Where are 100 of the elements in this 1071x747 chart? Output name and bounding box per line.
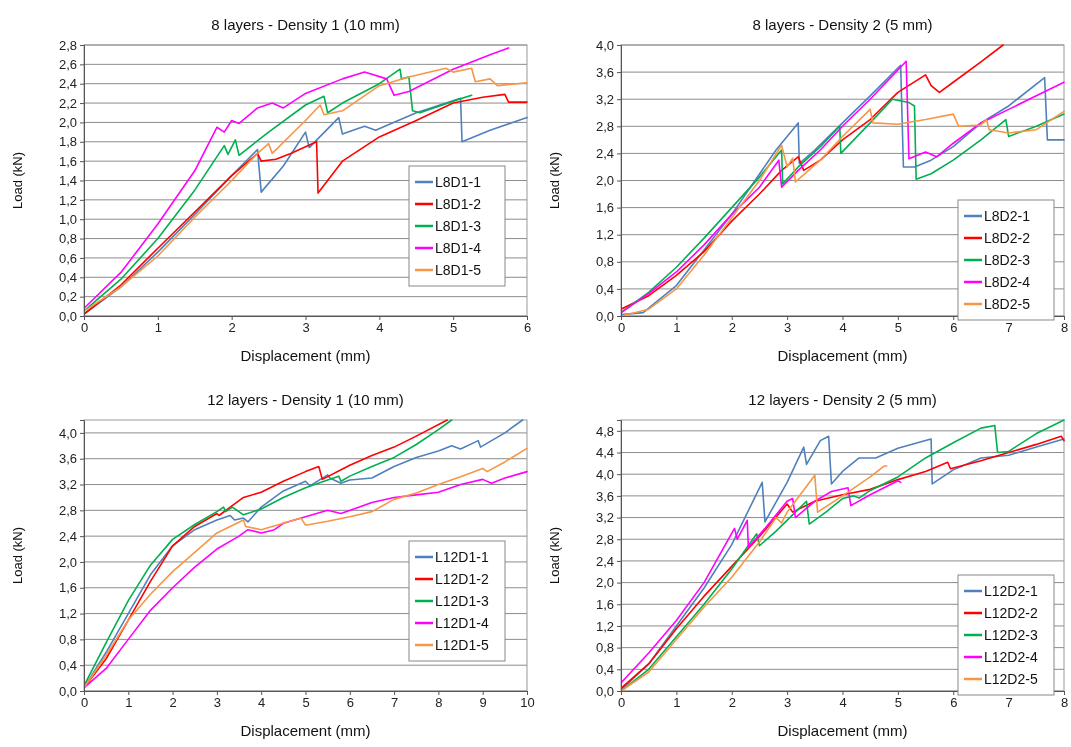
y-tick-label: 2,8 [58,502,77,518]
x-tick-label: 1 [125,695,133,711]
legend-label: L12D1-3 [435,593,489,609]
y-tick-label: 3,2 [58,477,77,493]
x-tick-label: 2 [228,320,236,336]
y-tick-label: 4,0 [58,425,77,441]
x-tick-label: 4 [839,695,847,711]
x-tick-label: 7 [1005,695,1013,711]
y-tick-label: 1,2 [595,618,614,634]
y-tick-label: 0,0 [595,308,614,324]
y-tick-label: 1,6 [58,580,77,596]
y-tick-label: 1,4 [58,173,77,189]
y-axis-title: Load (kN) [547,151,562,210]
legend-label: L8D2-3 [984,252,1031,268]
y-tick-label: 2,0 [58,554,77,570]
y-tick-label: 4,0 [595,37,614,53]
y-tick-label: 0,0 [58,308,77,324]
y-tick-label: 2,8 [595,118,614,134]
x-tick-label: 3 [784,695,792,711]
x-tick-label: 1 [673,320,681,336]
y-axis-title: Load (kN) [547,526,562,585]
legend-label: L8D1-1 [435,174,482,190]
y-tick-label: 2,4 [58,528,77,544]
y-tick-label: 1,6 [58,153,77,169]
y-axis-title: Load (kN) [10,526,25,585]
y-tick-label: 3,2 [595,91,614,107]
y-tick-label: 2,4 [595,553,614,569]
legend-label: L12D1-4 [435,615,489,631]
y-tick-label: 0,4 [595,661,614,677]
y-tick-label: 4,4 [595,445,614,461]
y-tick-label: 2,6 [58,57,77,73]
y-tick-label: 0,8 [595,640,614,656]
legend-label: L8D2-5 [984,296,1031,312]
x-axis-title: Displacement (mm) [777,347,908,364]
y-tick-label: 0,0 [58,683,77,699]
y-tick-label: 3,6 [595,488,614,504]
x-tick-label: 4 [376,320,384,336]
x-tick-label: 8 [435,695,443,711]
x-tick-label: 0 [617,320,626,336]
y-tick-label: 0,4 [58,269,77,285]
legend-label: L12D2-5 [984,671,1038,687]
y-tick-label: 0,4 [58,657,77,673]
legend-label: L8D2-4 [984,274,1031,290]
x-axis-title: Displacement (mm) [240,347,371,364]
y-tick-label: 1,0 [58,211,77,227]
y-axis-title: Load (kN) [10,151,25,210]
x-tick-label: 6 [950,320,958,336]
legend-label: L12D1-5 [435,637,489,653]
x-tick-label: 2 [728,695,736,711]
y-tick-label: 2,2 [58,95,77,111]
x-tick-label: 5 [302,695,310,711]
legend-label: L8D2-1 [984,208,1031,224]
x-tick-label: 7 [1005,320,1013,336]
x-tick-label: 6 [346,695,354,711]
legend-label: L12D1-2 [435,571,489,587]
y-tick-label: 1,2 [595,227,614,243]
y-tick-label: 4,8 [595,423,614,439]
y-tick-label: 3,6 [58,451,77,467]
x-tick-label: 7 [390,695,399,711]
y-tick-label: 2,4 [58,76,77,92]
x-tick-label: 2 [728,320,736,336]
x-tick-label: 0 [617,695,626,711]
x-tick-label: 3 [213,695,222,711]
legend-label: L12D1-1 [435,549,489,565]
legend-label: L12D2-2 [984,605,1038,621]
y-tick-label: 2,8 [595,531,614,547]
x-tick-label: 6 [950,695,958,711]
legend-label: L8D1-2 [435,196,482,212]
legend-label: L8D1-4 [435,240,482,256]
y-tick-label: 3,2 [595,510,614,526]
y-tick-label: 1,6 [595,596,614,612]
y-tick-label: 2,0 [595,173,614,189]
y-tick-label: 2,0 [58,115,77,131]
x-tick-label: 2 [169,695,177,711]
y-tick-label: 0,6 [58,250,77,266]
x-tick-label: 3 [784,320,792,336]
y-tick-label: 2,0 [595,575,614,591]
y-tick-label: 1,6 [595,200,614,216]
legend-label: L8D1-3 [435,218,482,234]
y-tick-label: 2,8 [58,37,77,53]
legend-label: L8D1-5 [435,262,482,278]
y-tick-label: 1,8 [58,134,77,150]
x-tick-label: 1 [673,695,681,711]
x-tick-label: 8 [1060,320,1069,336]
chart-title: 12 layers - Density 2 (5 mm) [748,391,937,408]
y-tick-label: 0,4 [595,281,614,297]
y-tick-label: 1,2 [58,606,77,622]
legend-label: L12D2-4 [984,649,1038,665]
y-tick-label: 2,4 [595,146,614,162]
x-tick-label: 9 [479,695,487,711]
x-axis-title: Displacement (mm) [777,722,908,739]
x-axis-title: Displacement (mm) [240,722,371,739]
y-tick-label: 1,2 [58,192,77,208]
y-tick-label: 0,8 [58,632,77,648]
x-tick-label: 3 [302,320,310,336]
y-tick-label: 4,0 [595,466,614,482]
x-tick-label: 1 [154,320,162,336]
x-tick-label: 4 [839,320,847,336]
x-tick-label: 8 [1060,695,1069,711]
y-tick-label: 0,0 [595,683,614,699]
